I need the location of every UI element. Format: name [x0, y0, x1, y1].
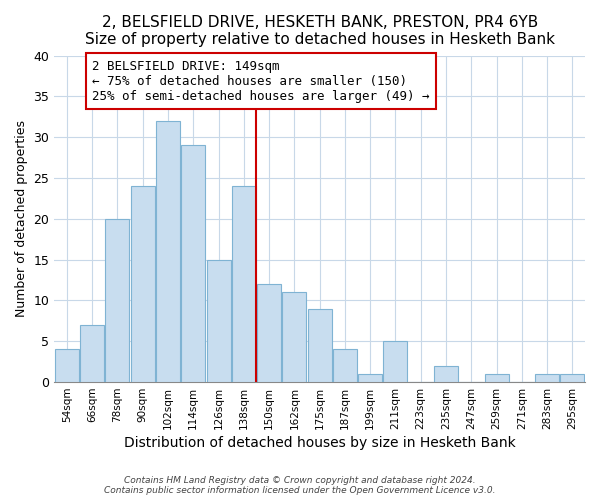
- Bar: [560, 374, 584, 382]
- Y-axis label: Number of detached properties: Number of detached properties: [15, 120, 28, 318]
- Bar: [131, 186, 155, 382]
- Bar: [106, 219, 130, 382]
- Bar: [257, 284, 281, 382]
- Bar: [283, 292, 307, 382]
- Bar: [485, 374, 509, 382]
- Text: Contains HM Land Registry data © Crown copyright and database right 2024.
Contai: Contains HM Land Registry data © Crown c…: [104, 476, 496, 495]
- X-axis label: Distribution of detached houses by size in Hesketh Bank: Distribution of detached houses by size …: [124, 436, 515, 450]
- Bar: [181, 146, 205, 382]
- Bar: [535, 374, 559, 382]
- Title: 2, BELSFIELD DRIVE, HESKETH BANK, PRESTON, PR4 6YB
Size of property relative to : 2, BELSFIELD DRIVE, HESKETH BANK, PRESTO…: [85, 15, 554, 48]
- Bar: [383, 341, 407, 382]
- Bar: [232, 186, 256, 382]
- Bar: [434, 366, 458, 382]
- Bar: [55, 350, 79, 382]
- Bar: [308, 308, 332, 382]
- Bar: [156, 121, 180, 382]
- Text: 2 BELSFIELD DRIVE: 149sqm
← 75% of detached houses are smaller (150)
25% of semi: 2 BELSFIELD DRIVE: 149sqm ← 75% of detac…: [92, 60, 430, 102]
- Bar: [358, 374, 382, 382]
- Bar: [206, 260, 230, 382]
- Bar: [333, 350, 357, 382]
- Bar: [80, 325, 104, 382]
